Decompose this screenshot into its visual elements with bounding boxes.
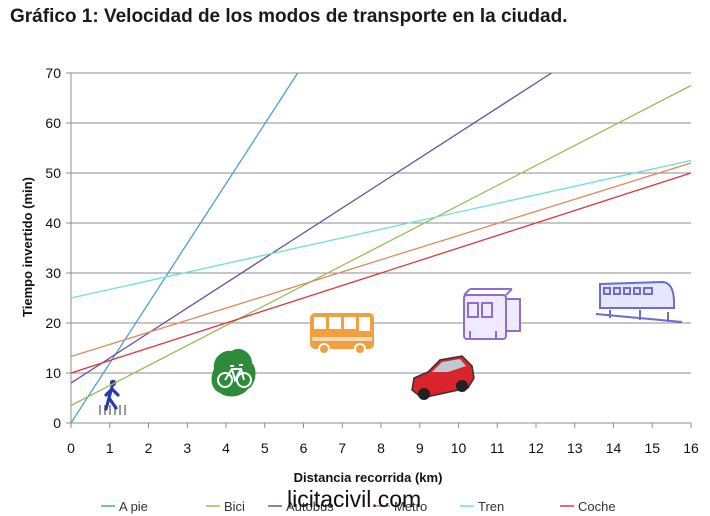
metro-train-icon xyxy=(463,288,521,340)
y-tick-label: 50 xyxy=(45,165,61,181)
bicycle-icon xyxy=(211,348,256,397)
x-tick-label: 4 xyxy=(222,440,230,456)
x-tick-label: 16 xyxy=(683,440,699,456)
x-tick-label: 1 xyxy=(106,440,114,456)
x-tick-label: 14 xyxy=(606,440,622,456)
x-tick-label: 15 xyxy=(644,440,660,456)
series-line-5 xyxy=(70,172,692,374)
y-axis-label: Tiempo invertido (min) xyxy=(20,177,35,317)
x-axis-label: Distancia recorrida (km) xyxy=(294,470,443,485)
legend-label: Coche xyxy=(578,499,616,514)
legend-item-2: Autobús xyxy=(268,499,334,514)
x-tick-label: 0 xyxy=(67,440,75,456)
y-tick-label: 40 xyxy=(45,215,61,231)
legend-item-3: Metro xyxy=(376,499,427,514)
bus-icon xyxy=(310,313,374,355)
series-line-4 xyxy=(70,159,692,299)
y-tick-label: 10 xyxy=(45,365,61,381)
watermark-text: licitacivil.com xyxy=(287,486,422,512)
legend-label: Metro xyxy=(394,499,427,514)
car-icon xyxy=(411,355,475,400)
x-tick-label: 12 xyxy=(528,440,544,456)
walking-person-icon xyxy=(99,379,126,415)
chart-title: Gráfico 1: Velocidad de los modos de tra… xyxy=(10,6,568,27)
legend: A pie Bici Autobús Metro Tren Coche xyxy=(101,499,616,514)
series-line-3 xyxy=(70,162,692,358)
y-tick-label: 20 xyxy=(45,315,61,331)
legend-label: Bici xyxy=(224,499,245,514)
train-icon xyxy=(595,280,683,323)
legend-item-0: A pie xyxy=(101,499,148,514)
y-tick-label: 70 xyxy=(45,65,61,81)
x-tick-label: 6 xyxy=(300,440,308,456)
axes xyxy=(66,72,692,428)
x-tick-label: 13 xyxy=(567,440,583,456)
x-tick-label: 9 xyxy=(416,440,424,456)
legend-item-5: Coche xyxy=(560,499,616,514)
legend-label: Tren xyxy=(478,499,504,514)
series-line-1 xyxy=(70,84,692,407)
legend-label: A pie xyxy=(119,499,148,514)
series-line-0 xyxy=(70,72,299,424)
x-tick-label: 5 xyxy=(261,440,269,456)
x-tick-label: 11 xyxy=(490,440,505,456)
y-tick-label: 0 xyxy=(53,415,61,431)
x-tick-label: 7 xyxy=(338,440,346,456)
legend-label: Autobús xyxy=(286,499,334,514)
x-tick-label: 3 xyxy=(183,440,191,456)
y-tick-label: 30 xyxy=(45,265,61,281)
legend-item-1: Bici xyxy=(206,499,245,514)
y-tick-label: 60 xyxy=(45,115,61,131)
x-tick-label: 2 xyxy=(145,440,153,456)
x-tick-label: 8 xyxy=(377,440,385,456)
data-series xyxy=(70,72,692,424)
x-tick-label: 10 xyxy=(451,440,467,456)
legend-item-4: Tren xyxy=(460,499,504,514)
